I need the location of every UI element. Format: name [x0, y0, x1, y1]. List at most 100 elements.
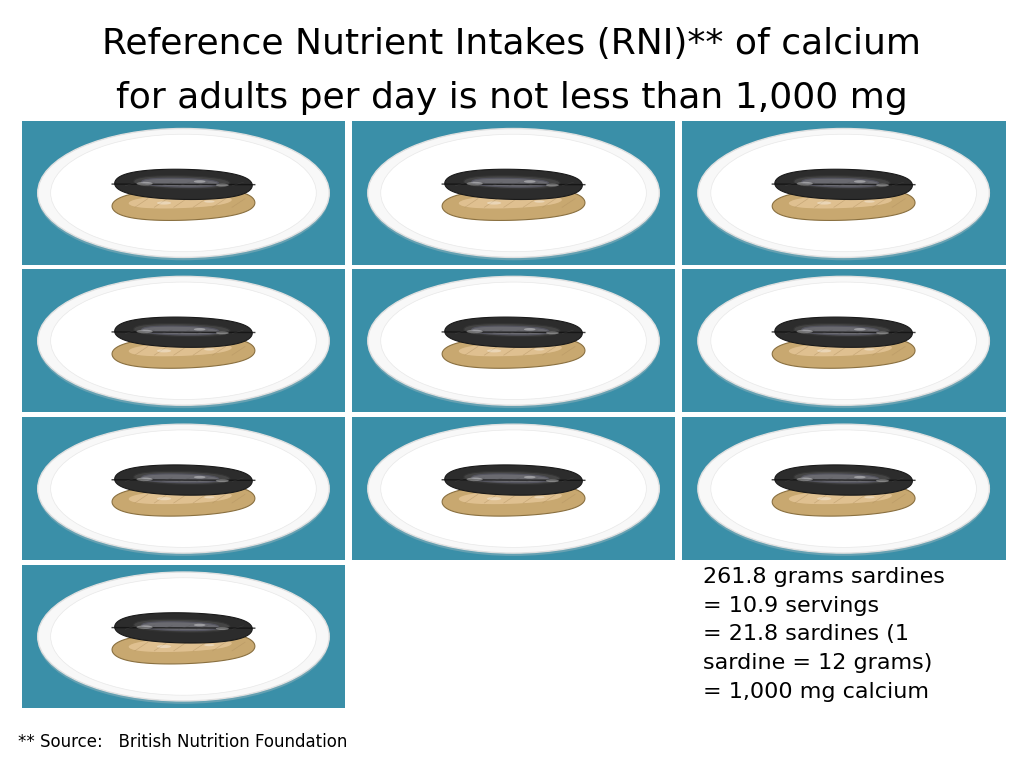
- Ellipse shape: [157, 645, 171, 648]
- Ellipse shape: [194, 624, 206, 627]
- Polygon shape: [472, 326, 549, 335]
- Ellipse shape: [397, 437, 630, 540]
- Ellipse shape: [535, 496, 545, 498]
- Ellipse shape: [487, 497, 501, 500]
- Ellipse shape: [204, 496, 215, 498]
- Ellipse shape: [697, 427, 989, 556]
- Polygon shape: [458, 490, 562, 505]
- Text: Reference Nutrient Intakes (RNI)** of calcium: Reference Nutrient Intakes (RNI)** of ca…: [102, 27, 922, 61]
- Ellipse shape: [67, 290, 300, 392]
- Ellipse shape: [136, 625, 153, 629]
- Ellipse shape: [697, 276, 989, 406]
- Ellipse shape: [194, 476, 206, 478]
- Polygon shape: [112, 484, 255, 516]
- Ellipse shape: [817, 497, 831, 500]
- Polygon shape: [788, 342, 893, 357]
- Ellipse shape: [67, 585, 300, 688]
- Ellipse shape: [864, 496, 874, 498]
- Ellipse shape: [204, 200, 215, 203]
- Ellipse shape: [38, 424, 330, 553]
- Polygon shape: [444, 317, 583, 347]
- Polygon shape: [141, 622, 219, 631]
- Ellipse shape: [467, 329, 482, 333]
- Ellipse shape: [864, 200, 874, 203]
- Polygon shape: [772, 188, 915, 220]
- Polygon shape: [775, 169, 912, 200]
- Polygon shape: [134, 176, 230, 189]
- Ellipse shape: [397, 290, 630, 392]
- Ellipse shape: [546, 479, 559, 482]
- Polygon shape: [802, 326, 879, 335]
- Polygon shape: [115, 613, 252, 643]
- Polygon shape: [112, 632, 255, 664]
- Polygon shape: [772, 484, 915, 516]
- Ellipse shape: [381, 430, 646, 548]
- Polygon shape: [115, 169, 252, 200]
- Ellipse shape: [38, 276, 330, 406]
- Polygon shape: [442, 336, 585, 369]
- Polygon shape: [464, 176, 560, 189]
- Ellipse shape: [697, 280, 989, 408]
- Ellipse shape: [535, 348, 545, 350]
- Ellipse shape: [467, 182, 482, 185]
- Ellipse shape: [535, 200, 545, 203]
- Ellipse shape: [864, 348, 874, 350]
- Text: ** Source:   British Nutrition Foundation: ** Source: British Nutrition Foundation: [18, 733, 348, 751]
- Polygon shape: [128, 342, 232, 357]
- Polygon shape: [112, 188, 255, 220]
- Polygon shape: [775, 465, 912, 495]
- Ellipse shape: [697, 424, 989, 553]
- Polygon shape: [128, 637, 232, 653]
- Ellipse shape: [546, 332, 559, 334]
- Polygon shape: [458, 194, 562, 209]
- Polygon shape: [772, 336, 915, 369]
- Ellipse shape: [854, 328, 865, 331]
- Polygon shape: [141, 178, 219, 187]
- Polygon shape: [442, 484, 585, 516]
- Ellipse shape: [711, 282, 977, 399]
- Ellipse shape: [157, 497, 171, 500]
- Ellipse shape: [50, 430, 316, 548]
- Polygon shape: [794, 176, 890, 189]
- Ellipse shape: [368, 128, 659, 257]
- Ellipse shape: [876, 332, 889, 334]
- Ellipse shape: [546, 184, 559, 187]
- Ellipse shape: [697, 128, 989, 257]
- Ellipse shape: [797, 329, 813, 333]
- Ellipse shape: [876, 479, 889, 482]
- Polygon shape: [128, 490, 232, 505]
- Ellipse shape: [136, 329, 153, 333]
- Polygon shape: [141, 326, 219, 335]
- Ellipse shape: [854, 476, 865, 478]
- Ellipse shape: [38, 572, 330, 701]
- Polygon shape: [788, 194, 893, 209]
- Ellipse shape: [216, 184, 228, 187]
- Ellipse shape: [67, 141, 300, 244]
- Polygon shape: [115, 317, 252, 347]
- Ellipse shape: [727, 141, 961, 244]
- Ellipse shape: [381, 134, 646, 252]
- Ellipse shape: [876, 184, 889, 187]
- Ellipse shape: [368, 280, 659, 408]
- Ellipse shape: [368, 276, 659, 406]
- Polygon shape: [134, 619, 230, 632]
- Polygon shape: [464, 323, 560, 336]
- Polygon shape: [788, 490, 893, 505]
- Ellipse shape: [38, 131, 330, 260]
- Ellipse shape: [38, 128, 330, 257]
- Text: 261.8 grams sardines
= 10.9 servings
= 21.8 sardines (1
sardine = 12 grams)
= 1,: 261.8 grams sardines = 10.9 servings = 2…: [703, 567, 945, 702]
- Ellipse shape: [487, 349, 501, 353]
- Polygon shape: [794, 323, 890, 336]
- Ellipse shape: [817, 201, 831, 204]
- Text: for adults per day is not less than 1,000 mg: for adults per day is not less than 1,00…: [116, 81, 908, 114]
- Ellipse shape: [157, 201, 171, 204]
- Polygon shape: [128, 194, 232, 209]
- Ellipse shape: [38, 280, 330, 408]
- Ellipse shape: [817, 349, 831, 353]
- Ellipse shape: [204, 348, 215, 350]
- Polygon shape: [802, 178, 879, 187]
- Ellipse shape: [524, 328, 536, 331]
- Ellipse shape: [711, 430, 977, 548]
- Ellipse shape: [204, 644, 215, 646]
- Ellipse shape: [136, 478, 153, 481]
